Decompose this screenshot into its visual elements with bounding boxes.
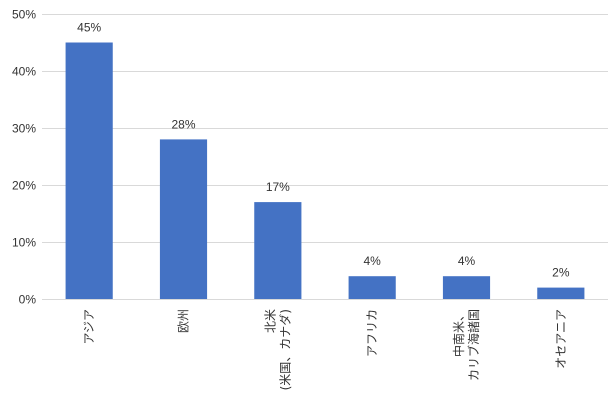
y-tick-label: 30%	[12, 122, 36, 136]
bar	[254, 202, 302, 299]
y-tick-label: 0%	[19, 293, 37, 307]
data-label: 45%	[77, 21, 101, 35]
category-label: アフリカ	[365, 309, 379, 357]
category-label-line: 中南米、	[451, 309, 466, 357]
y-tick-label: 50%	[12, 8, 36, 22]
bar	[442, 276, 491, 299]
bar	[159, 139, 208, 299]
data-label: 4%	[363, 254, 381, 268]
category-label-line: カリブ海諸国	[466, 309, 481, 381]
category-label-line: アジア	[82, 309, 96, 345]
category-label-line: アフリカ	[365, 309, 379, 357]
category-label: アジア	[82, 309, 96, 345]
data-label: 4%	[458, 254, 476, 268]
data-label: 28%	[171, 117, 195, 131]
category-label: 北米 (米国、カナダ)	[263, 309, 292, 390]
bar	[348, 276, 396, 299]
data-label: 2%	[552, 266, 570, 280]
y-tick-label: 40%	[12, 65, 36, 79]
category-labels: アジア 欧州 北米 (米国、カナダ) アフリカ 中南米、 カリブ海諸国 オセアニア	[82, 309, 568, 390]
category-label: 欧州	[177, 309, 191, 333]
gridlines	[42, 14, 608, 300]
data-label: 17%	[266, 180, 290, 194]
category-label: 中南米、 カリブ海諸国	[451, 309, 481, 381]
category-label: オセアニア	[554, 309, 568, 369]
category-label-line: (米国、カナダ)	[277, 309, 292, 390]
category-label-line: 北米	[263, 309, 277, 333]
bar	[537, 287, 585, 299]
category-label-line: オセアニア	[554, 309, 568, 369]
bars	[65, 42, 585, 299]
bar	[65, 42, 113, 299]
category-label-line: 欧州	[177, 309, 191, 333]
y-tick-label: 20%	[12, 179, 36, 193]
data-labels: 45% 28% 17% 4% 4% 2%	[77, 21, 570, 280]
y-axis-ticks: 0% 10% 20% 30% 40% 50%	[12, 8, 36, 307]
y-tick-label: 10%	[12, 236, 36, 250]
